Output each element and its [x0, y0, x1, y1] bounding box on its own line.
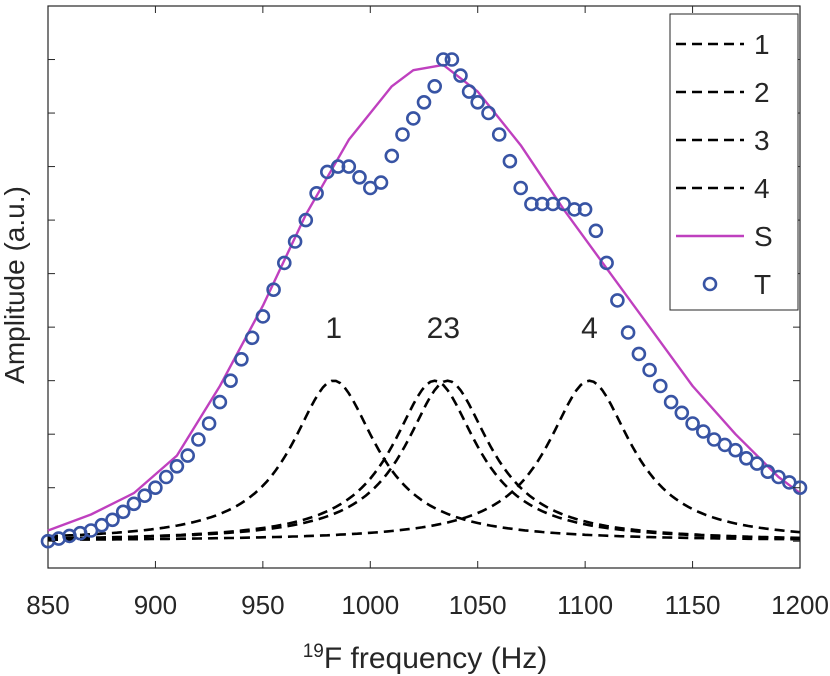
- data-point-T: [191, 432, 206, 447]
- data-point-T: [652, 378, 668, 394]
- data-point-T: [491, 127, 507, 142]
- legend-label-T: T: [754, 269, 771, 300]
- data-markers-T: [40, 52, 808, 549]
- data-point-T: [405, 111, 421, 126]
- data-point-T: [158, 469, 174, 485]
- x-axis-label-text: F frequency (Hz): [324, 642, 547, 675]
- data-point-T: [384, 148, 400, 164]
- data-point-T: [309, 186, 324, 201]
- peak-label: 23: [427, 312, 460, 345]
- series-line-S: [47, 63, 801, 532]
- x-tick-label: 850: [26, 590, 69, 620]
- data-point-T: [244, 330, 260, 346]
- data-point-T: [223, 373, 238, 389]
- data-point-T: [137, 488, 152, 504]
- legend-label-4: 4: [754, 173, 770, 204]
- data-point-T: [461, 84, 477, 99]
- x-tick-label: 1150: [665, 590, 721, 620]
- data-point-T: [631, 346, 647, 362]
- x-tick-label: 1000: [341, 590, 399, 620]
- data-point-T: [663, 394, 679, 410]
- data-point-T: [330, 159, 346, 174]
- data-point-T: [685, 416, 700, 431]
- data-point-T: [749, 456, 765, 471]
- data-point-T: [255, 309, 271, 324]
- y-axis-label: Amplitude (a.u.): [0, 186, 30, 384]
- legend-label-S: S: [754, 221, 773, 252]
- legend-swatch-T: [702, 276, 718, 292]
- legend-box: [669, 13, 799, 311]
- data-point-T: [695, 424, 711, 439]
- data-point-T: [513, 180, 529, 196]
- x-tick-label: 1050: [449, 590, 507, 620]
- x-ticks: 850 900 950 1000 1050 1100 1150 1200: [26, 6, 829, 620]
- peak-labels: 1 23 4: [325, 312, 597, 345]
- data-point-T: [352, 170, 367, 185]
- legend-label-3: 3: [754, 125, 770, 156]
- peak-label: 4: [581, 312, 598, 345]
- data-point-T: [105, 512, 120, 528]
- data-point-T: [416, 95, 432, 110]
- data-point-T: [444, 52, 460, 67]
- data-point-T: [276, 255, 292, 271]
- plot-series: [47, 63, 801, 542]
- data-point-T: [481, 105, 496, 121]
- data-point-T: [201, 416, 217, 431]
- data-point-T: [148, 480, 163, 496]
- data-point-T: [674, 405, 690, 421]
- data-point-T: [115, 504, 131, 520]
- legend: 1 2 3 4 ST: [669, 13, 799, 311]
- data-point-T: [620, 325, 636, 340]
- data-point-T: [234, 351, 249, 367]
- data-point-T: [435, 52, 451, 67]
- data-point-T: [266, 282, 281, 298]
- data-point-T: [610, 293, 625, 308]
- data-point-T: [180, 448, 195, 463]
- data-point-T: [470, 95, 486, 110]
- x-tick-label: 1100: [557, 590, 613, 620]
- data-point-T: [599, 255, 614, 271]
- data-point-T: [169, 458, 185, 474]
- data-point-T: [341, 159, 357, 174]
- data-point-T: [298, 212, 314, 228]
- data-point-T: [567, 202, 582, 217]
- data-point-T: [642, 362, 657, 378]
- peak-label: 1: [325, 312, 342, 345]
- legend-label-1: 1: [754, 29, 770, 60]
- data-point-T: [728, 442, 743, 458]
- x-axis-label-superscript: 19: [303, 641, 324, 662]
- legend-label-2: 2: [754, 77, 770, 108]
- x-tick-label: 900: [134, 590, 177, 620]
- data-point-T: [577, 202, 593, 217]
- x-axis-label: 19F frequency (Hz): [303, 641, 548, 675]
- data-point-T: [453, 68, 468, 83]
- data-point-T: [212, 394, 228, 410]
- data-point-T: [502, 153, 518, 169]
- x-tick-label: 1200: [771, 590, 829, 620]
- x-tick-label: 950: [241, 590, 284, 620]
- data-point-T: [588, 223, 604, 239]
- data-point-T: [287, 234, 303, 249]
- data-point-T: [373, 175, 389, 190]
- data-point-T: [395, 127, 410, 142]
- data-point-T: [427, 79, 443, 94]
- series-line-4: [48, 379, 801, 542]
- data-point-T: [126, 496, 142, 512]
